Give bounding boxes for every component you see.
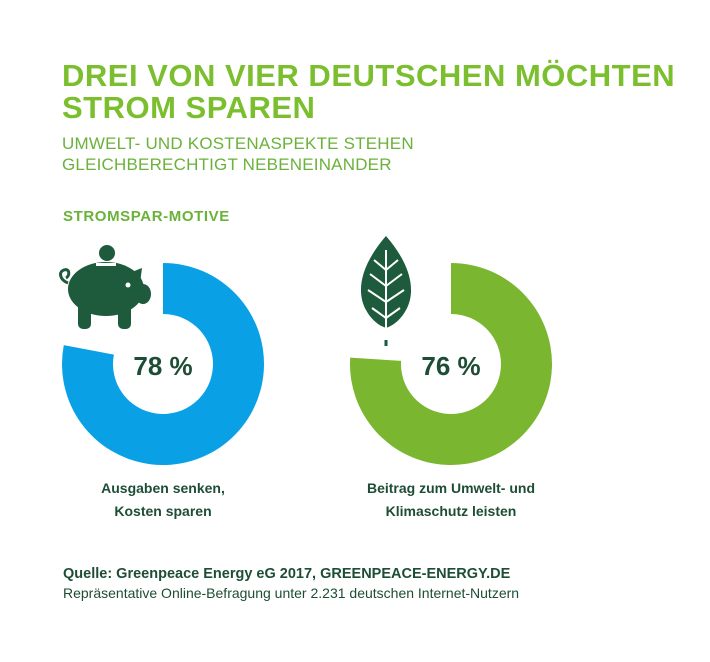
- donut-value-label-environment: 76 %: [421, 351, 480, 381]
- donut-chart-environment: 76 %: [350, 236, 552, 465]
- caption-environment: Beitrag zum Umwelt- und Klimaschutz leis…: [331, 477, 571, 523]
- donut-value-label-costs: 78 %: [133, 351, 192, 381]
- piggy-bank-icon: [59, 245, 151, 329]
- survey-note: Repräsentative Online-Befragung unter 2.…: [63, 585, 520, 601]
- caption-costs-line-1: Ausgaben senken,: [101, 480, 225, 496]
- caption-environment-line-1: Beitrag zum Umwelt- und: [366, 480, 535, 496]
- leaf-icon: [360, 236, 412, 346]
- donut-arc-environment: [350, 263, 552, 465]
- caption-costs-line-2: Kosten sparen: [114, 503, 212, 519]
- caption-environment-line-2: Klimaschutz leisten: [385, 503, 517, 519]
- title-line-1: DREI VON VIER DEUTSCHEN MÖCHTEN: [62, 58, 676, 93]
- subtitle-line-2: GLEICHBERECHTIGT NEBENEINANDER: [62, 155, 392, 174]
- section-heading: STROMSPAR-MOTIVE: [63, 208, 230, 225]
- page-subtitle: UMWELT- UND KOSTENASPEKTE STEHEN GLEICHB…: [62, 133, 622, 175]
- caption-costs: Ausgaben senken, Kosten sparen: [43, 477, 283, 523]
- donut-arc-costs: [61, 263, 264, 466]
- page-title: DREI VON VIER DEUTSCHEN MÖCHTEN STROM SP…: [62, 60, 682, 124]
- subtitle-line-1: UMWELT- UND KOSTENASPEKTE STEHEN: [62, 134, 414, 153]
- source-line: Quelle: Greenpeace Energy eG 2017, GREEN…: [63, 566, 511, 582]
- title-line-2: STROM SPAREN: [62, 90, 316, 125]
- donut-chart-costs: 78 %: [59, 245, 264, 466]
